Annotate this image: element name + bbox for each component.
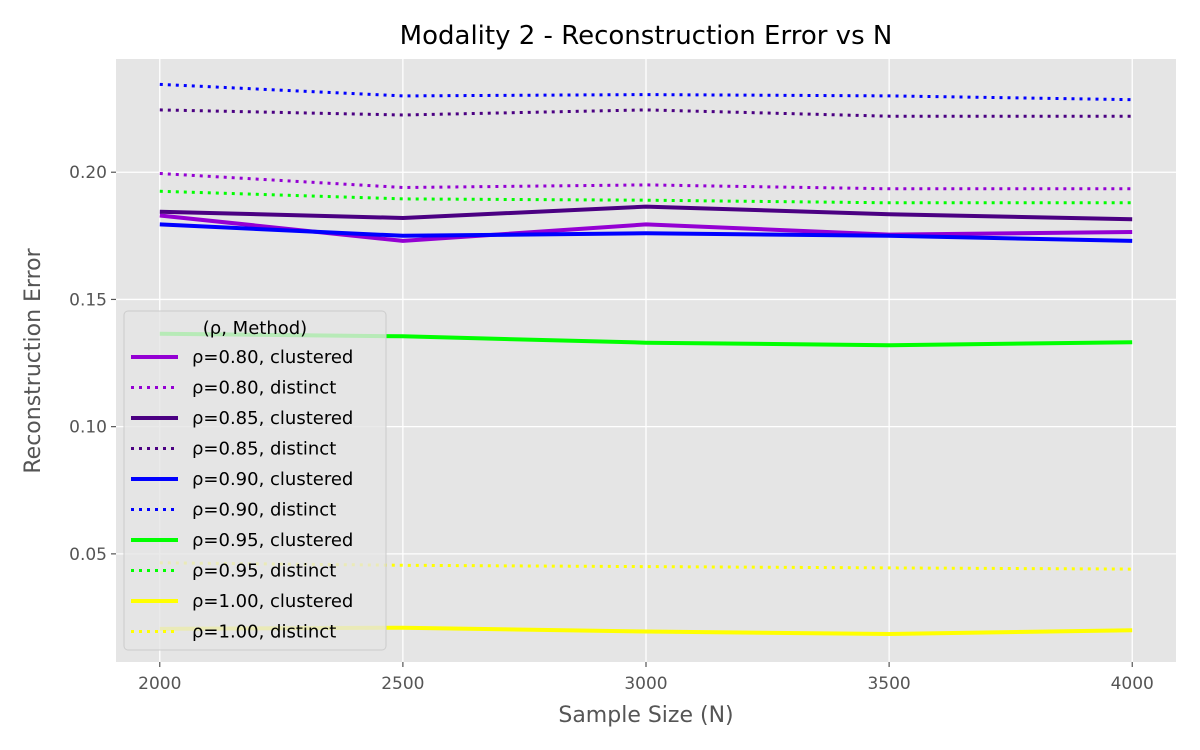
legend-label-3: ρ=0.85, distinct — [192, 439, 336, 460]
grid — [116, 59, 1176, 662]
y-tick-label: 0.05 — [69, 545, 107, 565]
legend-label-4: ρ=0.90, clustered — [192, 469, 353, 490]
legend: (ρ, Method) ρ=0.80, clustered ρ=0.80, dis… — [123, 310, 387, 651]
legend-label-0: ρ=0.80, clustered — [192, 347, 353, 368]
series-line-4 — [159, 222, 1133, 243]
legend-label-8: ρ=1.00, clustered — [192, 591, 353, 612]
legend-label-2: ρ=0.85, clustered — [192, 408, 353, 429]
x-axis-label: Sample Size (N) — [558, 703, 733, 728]
legend-label-9: ρ=1.00, distinct — [192, 622, 336, 643]
legend-label-6: ρ=0.95, clustered — [192, 530, 353, 551]
x-tick-label: 2500 — [381, 674, 424, 694]
series-line-5 — [159, 82, 1133, 102]
legend-label-5: ρ=0.90, distinct — [192, 500, 336, 521]
series-line-2 — [159, 204, 1133, 222]
legend-label-7: ρ=0.95, distinct — [192, 561, 336, 582]
series-line-3 — [159, 108, 1133, 118]
series-line-1 — [159, 172, 1133, 191]
x-tick-label: 4000 — [1111, 674, 1154, 694]
x-tick-label: 3000 — [624, 674, 667, 694]
y-tick-label: 0.10 — [69, 418, 107, 438]
legend-items: ρ=0.80, clustered ρ=0.80, distinct ρ=0.85,… — [131, 347, 353, 643]
legend-title: (ρ, Method) — [203, 318, 307, 339]
x-tick-label: 2000 — [138, 674, 181, 694]
legend-box — [123, 310, 387, 651]
y-axis-label: Reconstruction Error — [21, 247, 46, 473]
y-tick-label: 0.15 — [69, 290, 107, 310]
legend-label-1: ρ=0.80, distinct — [192, 378, 336, 399]
x-axis-ticks: 2000 2500 3000 3500 4000 — [138, 662, 1154, 694]
y-axis-ticks: 0.05 0.10 0.15 0.20 — [69, 163, 116, 565]
series-layer — [159, 82, 1133, 636]
y-tick-label: 0.20 — [69, 163, 107, 183]
chart-title: Modality 2 - Reconstruction Error vs N — [400, 21, 893, 51]
series-line-7 — [159, 189, 1133, 205]
x-tick-label: 3500 — [867, 674, 910, 694]
